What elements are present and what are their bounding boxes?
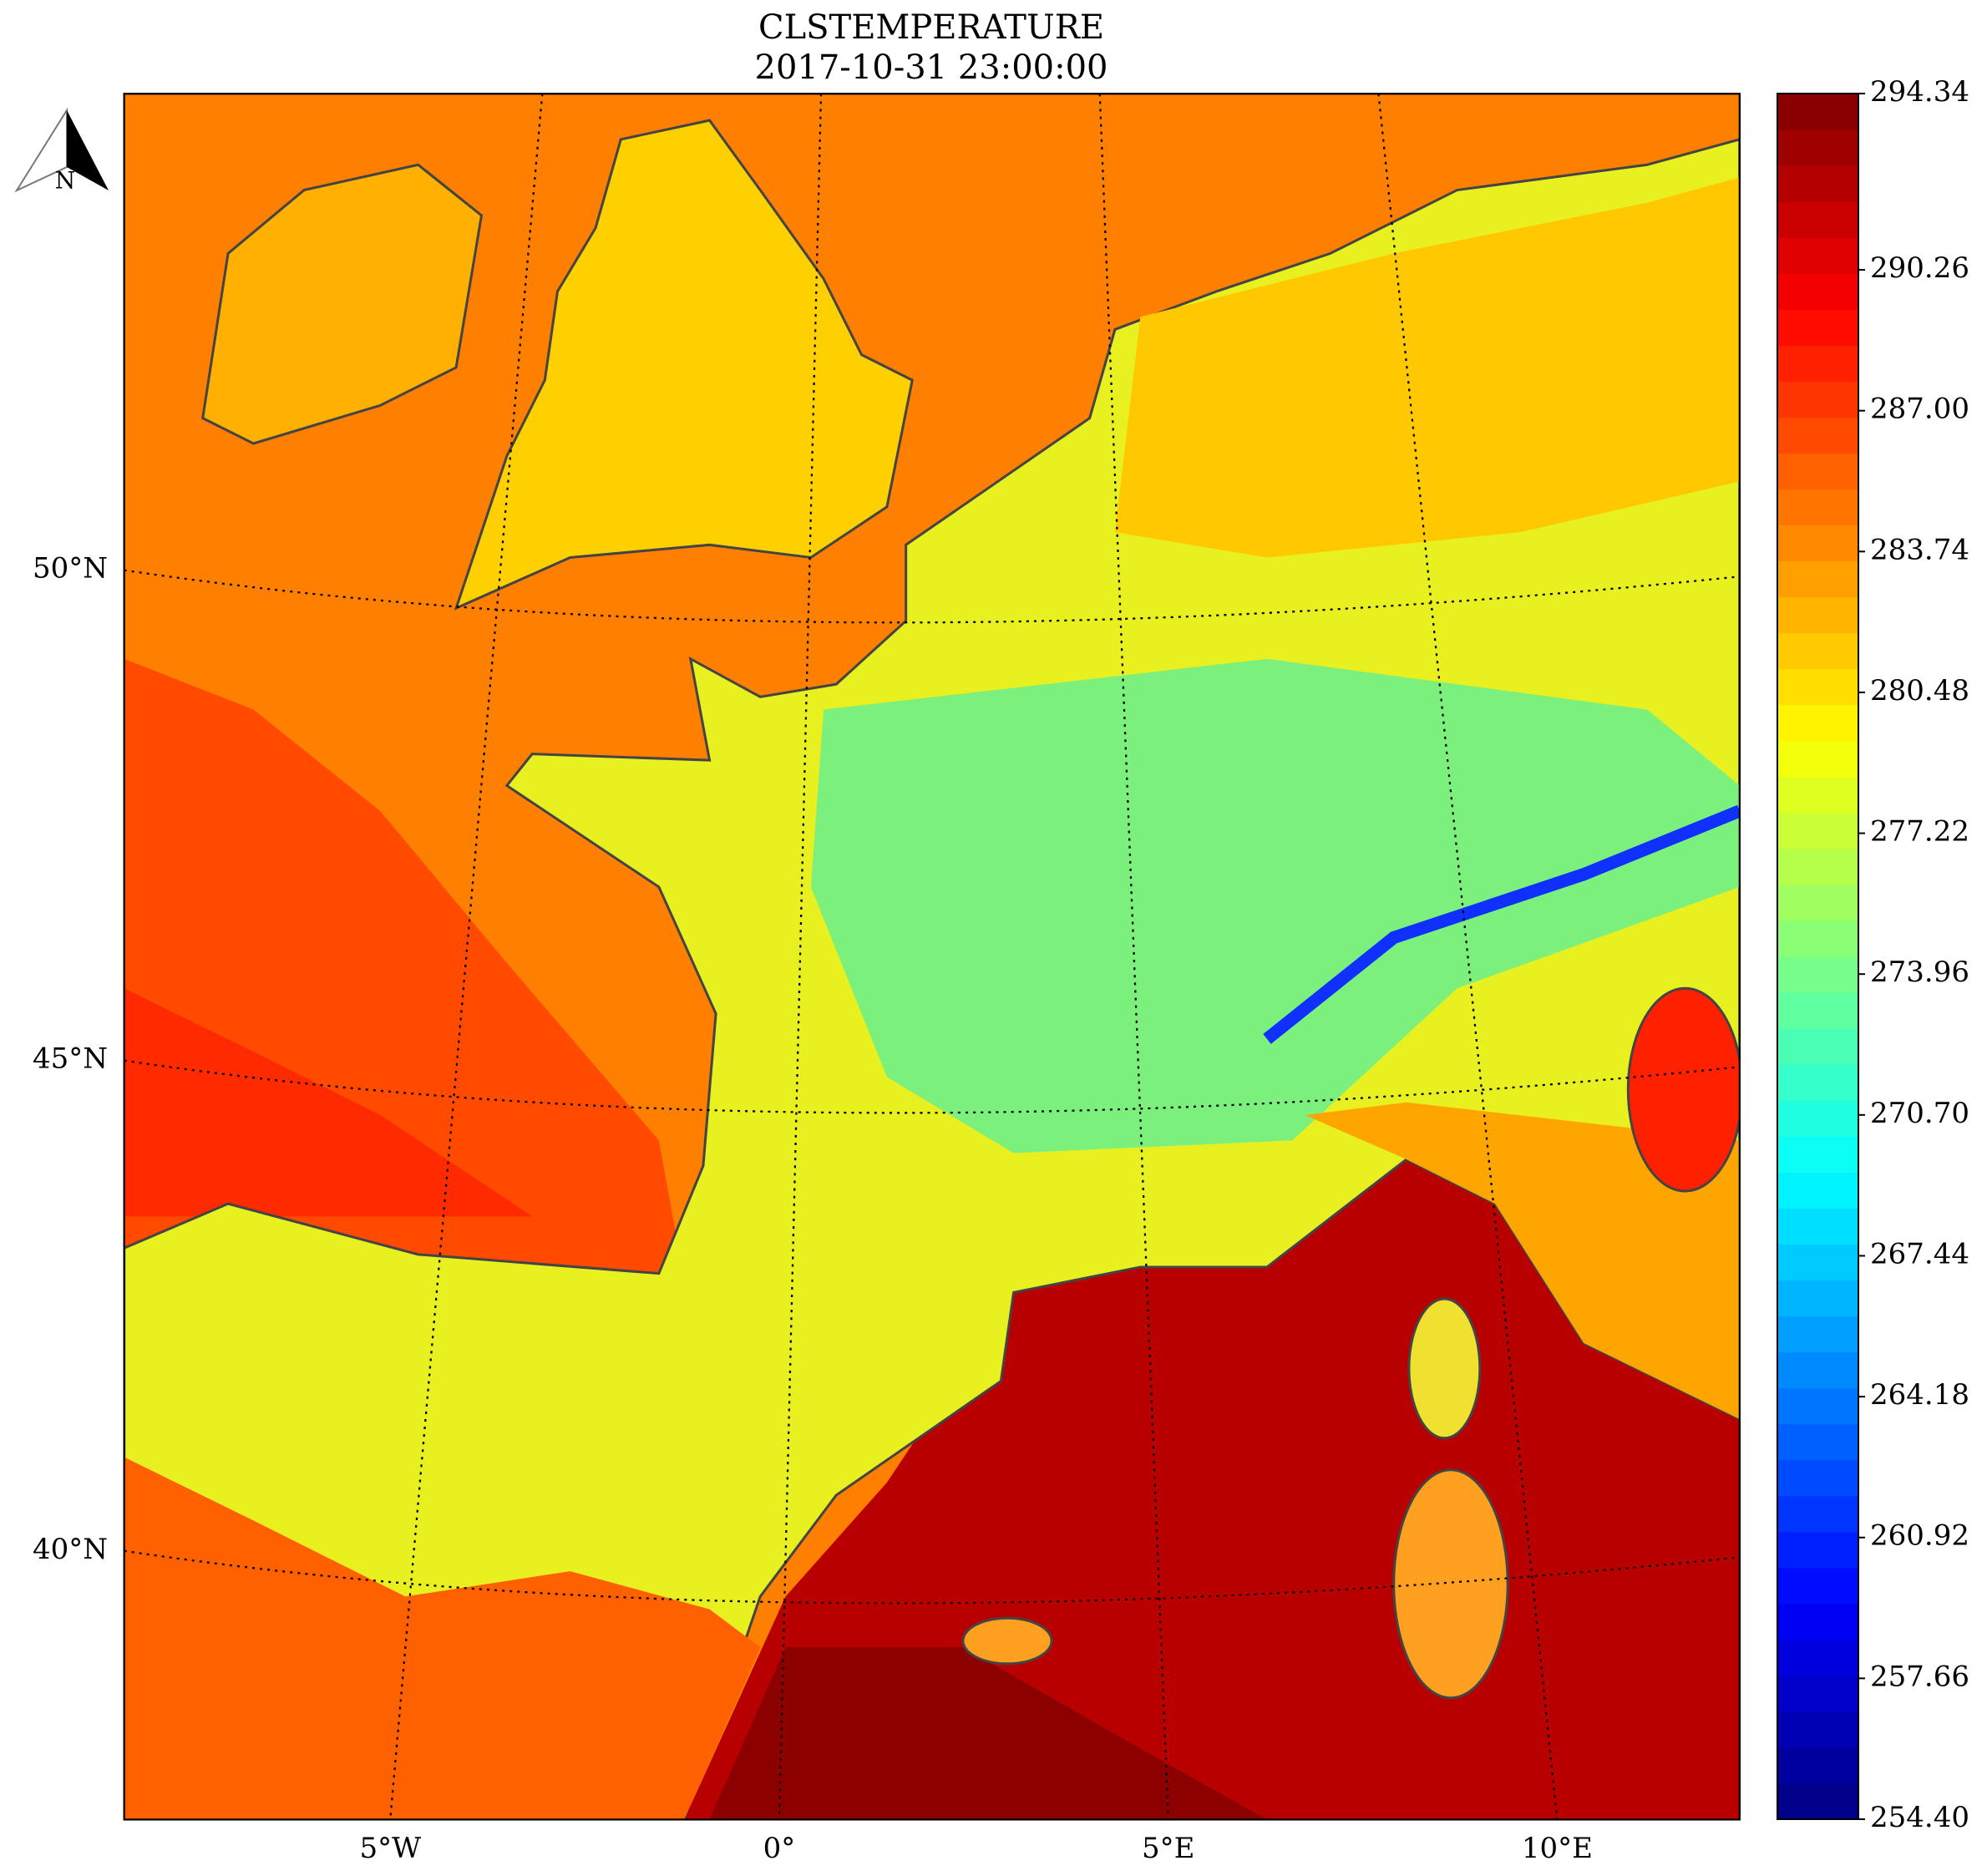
colorbar-step: [1777, 884, 1858, 921]
colorbar-step: [1777, 525, 1858, 562]
latitude-label: 45°N: [33, 1042, 108, 1076]
colorbar-step: [1777, 237, 1858, 274]
north-arrow: N: [14, 107, 109, 195]
sea-atlantic-warm: [124, 988, 533, 1217]
land-cold: [810, 658, 1740, 1153]
colorbar-tick-label: 254.40: [1870, 1801, 1969, 1834]
colorbar-step: [1777, 1639, 1858, 1676]
map-area: [123, 93, 1741, 1821]
colorbar-step: [1777, 1423, 1858, 1461]
colorbar-step: [1777, 1387, 1858, 1425]
land-sardinia: [1392, 1468, 1509, 1700]
colorbar-tick-label: 260.92: [1870, 1519, 1969, 1553]
longitude-line: [1377, 94, 1559, 1820]
land-italy: [1305, 1102, 1740, 1420]
colorbar-tick-label: 277.22: [1870, 815, 1969, 849]
north-label: N: [55, 167, 76, 195]
colorbar: 254.40 257.66 260.92 264.18 267.44 270.70 273.…: [1777, 75, 1969, 1834]
colorbar-step: [1777, 201, 1858, 238]
colorbar-step: [1777, 1711, 1858, 1748]
land-mallorca: [961, 1616, 1053, 1666]
longitude-label: 10°E: [1522, 1832, 1593, 1865]
colorbar-step: [1777, 848, 1858, 885]
sea-adriatic: [1626, 986, 1740, 1193]
longitude-label: 0°: [763, 1832, 796, 1865]
colorbar-step: [1777, 1208, 1858, 1245]
colorbar-step: [1777, 1531, 1858, 1569]
land-iberia-south: [124, 1457, 761, 1820]
colorbar-step: [1777, 1459, 1858, 1497]
latitude-label: 50°N: [33, 552, 108, 586]
colorbar-step: [1777, 560, 1858, 598]
colorbar-step: [1777, 1495, 1858, 1533]
colorbar-step: [1777, 309, 1858, 346]
map-subtitle: 2017-10-31 23:00:00: [755, 48, 1108, 87]
colorbar-step: [1777, 920, 1858, 957]
colorbar-step: [1777, 1747, 1858, 1784]
colorbar-step: [1777, 1351, 1858, 1389]
colorbar-step: [1777, 1100, 1858, 1137]
colorbar-tick-label: 283.74: [1870, 533, 1969, 566]
colorbar-step: [1777, 1064, 1858, 1101]
colorbar-tick-label: 287.00: [1870, 393, 1969, 426]
colorbar-step: [1777, 381, 1858, 418]
colorbar-step: [1777, 776, 1858, 814]
colorbar-step: [1777, 992, 1858, 1029]
colorbar-step: [1777, 668, 1858, 706]
colorbar-step: [1777, 1280, 1858, 1317]
colorbar-step: [1777, 1603, 1858, 1640]
map-frame: [123, 93, 1741, 1821]
colorbar-step: [1777, 632, 1858, 670]
colorbar-step: [1777, 345, 1858, 382]
colorbar-tick-label: 294.34: [1870, 75, 1969, 109]
longitude-label: 5°W: [359, 1832, 421, 1865]
colorbar-tick-label: 270.70: [1870, 1097, 1969, 1130]
colorbar-step: [1777, 1782, 1858, 1820]
colorbar-step: [1777, 1136, 1858, 1173]
longitude-line: [1098, 94, 1169, 1820]
colorbar-step: [1777, 1675, 1858, 1712]
colorbar-tick-label: 280.48: [1870, 674, 1969, 707]
colorbar-step: [1777, 1316, 1858, 1353]
colorbar-frame: [1777, 93, 1859, 1820]
colorbar-step: [1777, 596, 1858, 634]
colorbar-step: [1777, 417, 1858, 454]
colorbar-tick-label: 267.44: [1870, 1237, 1969, 1270]
colorbar-step: [1777, 704, 1858, 742]
colorbar-tick-label: 290.26: [1870, 251, 1969, 285]
land-corsica: [1407, 1297, 1482, 1440]
colorbar-step: [1777, 94, 1858, 130]
colorbar-step: [1777, 740, 1858, 778]
land-britain: [454, 119, 914, 611]
colorbar-step: [1777, 489, 1858, 526]
north-arrow-right: [67, 110, 109, 190]
colorbar-step: [1777, 956, 1858, 993]
colorbar-tick-label: 257.66: [1870, 1660, 1969, 1693]
colorbar-step: [1777, 165, 1858, 202]
latitude-label: 40°N: [33, 1533, 108, 1566]
colorbar-tick-label: 273.96: [1870, 956, 1969, 989]
colorbar-step: [1777, 1244, 1858, 1280]
sea-mediterranean-warm: [709, 1647, 1267, 1820]
colorbar-step: [1777, 1172, 1858, 1209]
land-ireland: [201, 163, 484, 445]
colorbar-step: [1777, 453, 1858, 490]
colorbar-step: [1777, 1028, 1858, 1065]
graticule: [124, 94, 1740, 1820]
colorbar-step: [1777, 812, 1858, 849]
longitude-label: 5°E: [1142, 1832, 1194, 1865]
land-germany: [1114, 177, 1740, 558]
colorbar-step: [1777, 273, 1858, 310]
colorbar-step: [1777, 1567, 1858, 1605]
map-title: CLSTEMPERATURE: [758, 8, 1104, 47]
colorbar-step: [1777, 129, 1858, 166]
longitude-line: [778, 94, 823, 1820]
colorbar-tick-label: 264.18: [1870, 1378, 1969, 1412]
alps: [1263, 804, 1740, 1044]
